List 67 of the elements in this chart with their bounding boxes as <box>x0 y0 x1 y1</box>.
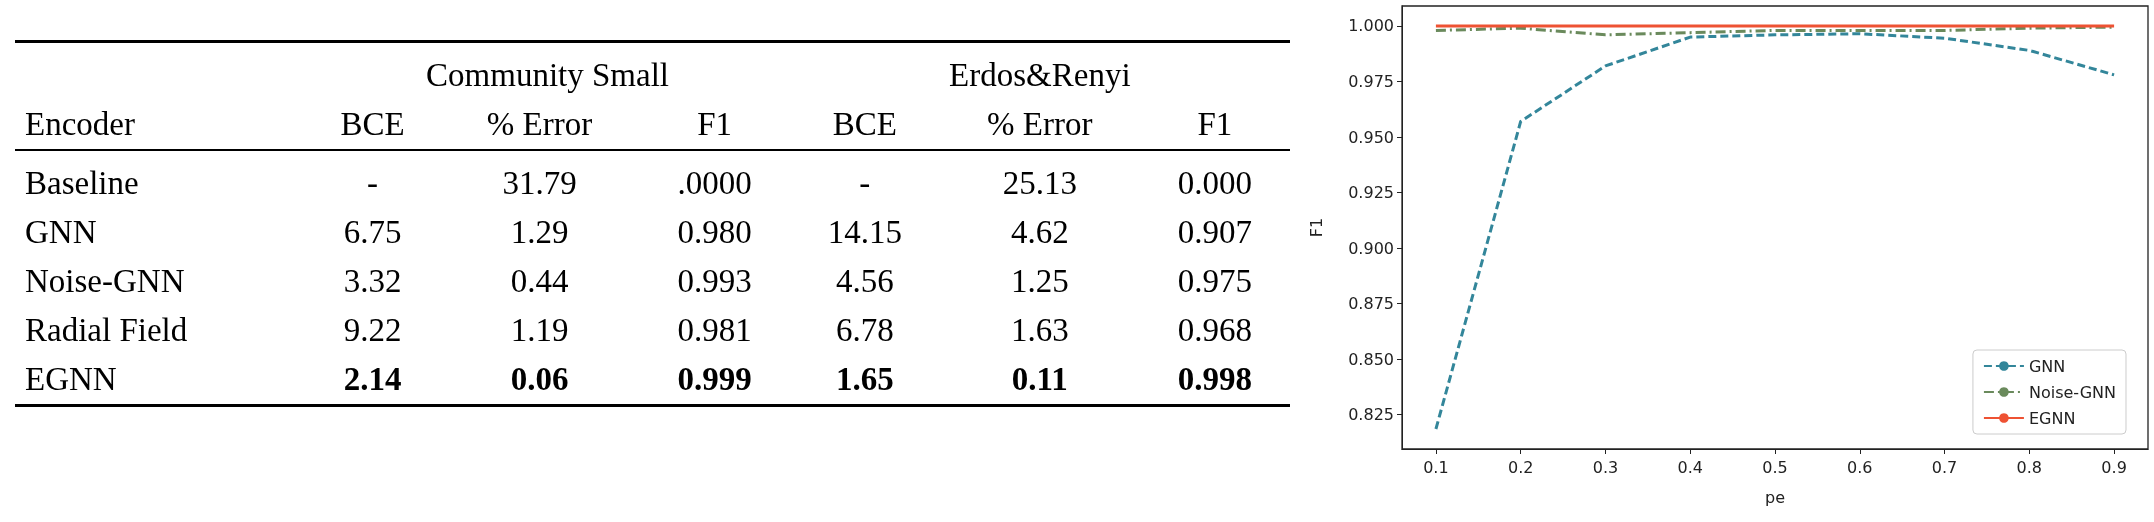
x-tick-label: 0.7 <box>1931 457 1958 477</box>
y-tick-label: 0.825 <box>1348 405 1394 425</box>
text: 9.22 <box>343 312 402 348</box>
text: 2.14 <box>343 361 402 397</box>
y-axis-title: F1 <box>1306 217 1326 238</box>
x-tick-label: 0.3 <box>1592 457 1619 477</box>
text: 31.79 <box>502 165 577 201</box>
text: 0.993 <box>677 263 752 299</box>
line-series <box>1434 32 2116 431</box>
text: 0.44 <box>510 263 569 299</box>
text: 1.29 <box>510 214 569 250</box>
text: 25.13 <box>1002 165 1077 201</box>
text: 6.78 <box>835 312 894 348</box>
text: 4.62 <box>1010 214 1069 250</box>
y-tick-label: 0.850 <box>1348 349 1394 369</box>
text: 0.981 <box>677 312 752 348</box>
text: 0.968 <box>1177 312 1252 348</box>
x-tick-label: 0.2 <box>1507 457 1534 477</box>
text: - <box>859 165 871 201</box>
category-label: GNN <box>25 214 97 250</box>
category-label: BCE <box>339 105 406 144</box>
text: 0.000 <box>1177 165 1252 201</box>
x-tick-label: 0.6 <box>1847 457 1873 477</box>
category-label: % Error <box>485 105 594 144</box>
text: Encoder <box>24 105 136 144</box>
category-label: BCE <box>831 105 898 144</box>
legend-label: GNN <box>2028 356 2066 376</box>
y-tick-label: 1.000 <box>1348 16 1394 36</box>
x-tick-label: 0.5 <box>1762 457 1788 477</box>
x-tick-label: 0.4 <box>1677 457 1703 477</box>
legend-label: Noise-GNN <box>2028 382 2116 402</box>
category-label: F1 <box>696 105 733 144</box>
y-tick-label: 0.875 <box>1348 294 1394 314</box>
y-tick-label: 0.900 <box>1348 238 1394 258</box>
text: 1.19 <box>510 312 569 348</box>
y-tick-label: 0.950 <box>1348 127 1394 147</box>
text: 1.65 <box>835 361 894 397</box>
category-label: Radial Field <box>25 312 188 348</box>
y-tick-label: 0.975 <box>1348 72 1394 91</box>
text: 0.11 <box>1011 361 1068 397</box>
text: 0.999 <box>677 361 752 397</box>
y-tick-label: 0.925 <box>1348 183 1394 203</box>
legend-label: EGNN <box>2028 408 2076 428</box>
category-label: % Error <box>986 105 1094 144</box>
category-label: Noise-GNN <box>25 263 185 299</box>
category-label: F1 <box>1196 105 1234 144</box>
text: Community Small <box>425 56 671 95</box>
x-tick-label: 0.1 <box>1423 457 1449 477</box>
text: 0.907 <box>1177 214 1252 250</box>
x-axis-title: pe <box>1765 487 1785 507</box>
text: 0.975 <box>1177 263 1252 299</box>
text: 4.56 <box>835 263 894 299</box>
text: 0.980 <box>677 214 752 250</box>
x-tick-label: 0.9 <box>2101 457 2127 477</box>
text: 0.998 <box>1177 361 1252 397</box>
text: 3.32 <box>343 263 402 299</box>
text: 1.25 <box>1010 263 1069 299</box>
text: Erdos&Renyi <box>948 56 1132 95</box>
x-tick-label: 0.8 <box>2016 457 2043 477</box>
text: 14.15 <box>827 214 902 250</box>
text: - <box>367 165 379 201</box>
text: 6.75 <box>343 214 402 250</box>
category-label: EGNN <box>25 361 117 397</box>
category-label: Baseline <box>25 165 139 201</box>
text: 1.63 <box>1010 312 1069 348</box>
text: 0.06 <box>510 361 569 397</box>
text: .0000 <box>677 165 752 201</box>
